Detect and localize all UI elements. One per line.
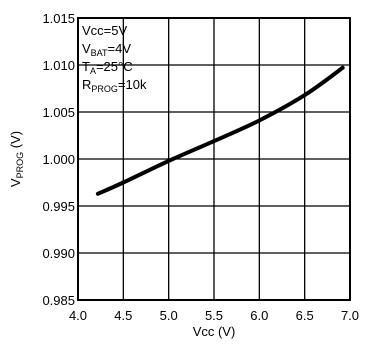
x-tick-label: 6.0 [250, 308, 268, 323]
condition-tail: =10k [118, 77, 147, 92]
x-tick-label: 4.0 [69, 308, 87, 323]
y-tick-label: 1.005 [42, 105, 75, 120]
y-tick-label: 0.990 [42, 246, 75, 261]
x-tick-label: 5.5 [205, 308, 223, 323]
grid [78, 18, 350, 300]
x-tick-label: 4.5 [114, 308, 132, 323]
y-tick-label: 1.015 [42, 11, 75, 26]
y-axis-label-unit: (V) [8, 131, 23, 152]
x-tick-label: 7.0 [341, 308, 359, 323]
y-axis-label-sub: PROG [15, 152, 25, 179]
y-tick-label: 0.985 [42, 293, 75, 308]
condition-main: T [82, 59, 90, 74]
condition-tail: =4V [108, 41, 132, 56]
condition-main: Vcc=5V [82, 23, 127, 38]
condition-main: R [82, 77, 91, 92]
x-tick-labels: 4.0 4.5 5.0 5.5 6.0 6.5 7.0 [69, 308, 359, 323]
condition-sub: PROG [91, 84, 118, 94]
plot-frame [77, 17, 351, 301]
x-tick-label: 5.0 [160, 308, 178, 323]
y-tick-label: 1.010 [42, 58, 75, 73]
condition-line: VBAT=4V [82, 41, 131, 58]
condition-tail: =25°C [96, 59, 133, 74]
x-tick-label: 6.5 [296, 308, 314, 323]
series-line [95, 65, 345, 196]
condition-line: TA=25°C [82, 59, 133, 76]
condition-line: RPROG=10k [82, 77, 147, 94]
y-tick-label: 0.995 [42, 199, 75, 214]
condition-main: V [82, 41, 91, 56]
condition-sub: A [90, 66, 96, 76]
y-axis-label-main: V [8, 178, 23, 187]
y-tick-labels: 0.985 0.990 0.995 1.000 1.005 1.010 1.015 [42, 11, 75, 308]
x-axis-label: Vcc (V) [193, 324, 236, 339]
y-tick-label: 1.000 [42, 152, 75, 167]
condition-sub: BAT [91, 48, 108, 58]
condition-line: Vcc=5V [82, 23, 127, 38]
y-axis-label: VPROG (V) [8, 131, 25, 187]
